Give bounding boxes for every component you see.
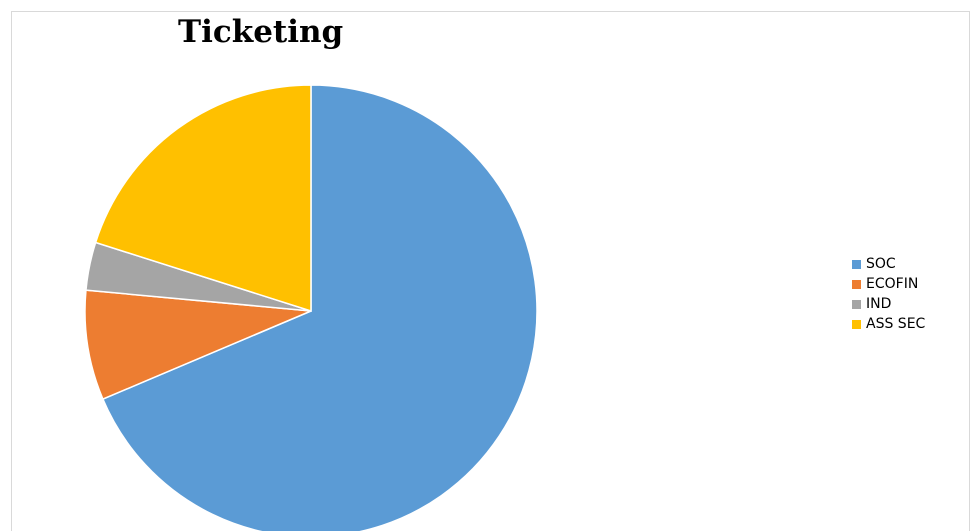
legend-swatch [852, 279, 861, 289]
legend-label: IND [866, 296, 892, 312]
pie-slice-soc [101, 84, 538, 531]
legend-label: ECOFIN [866, 276, 919, 292]
legend-item-soc: SOC [852, 254, 925, 274]
legend-item-ass-sec: ASS SEC [852, 314, 925, 334]
legend-item-ind: IND [852, 294, 925, 314]
legend-swatch [852, 259, 861, 269]
chart-title: Ticketing [178, 14, 344, 50]
pie-slice-ass-sec [94, 84, 312, 313]
legend-swatch [852, 319, 861, 329]
chart-legend: SOC ECOFIN IND ASS SEC [852, 254, 925, 334]
pie-slice-ecofin [84, 289, 312, 401]
legend-swatch [852, 299, 861, 309]
legend-item-ecofin: ECOFIN [852, 274, 925, 294]
legend-label: SOC [866, 256, 896, 272]
legend-label: ASS SEC [866, 316, 926, 332]
